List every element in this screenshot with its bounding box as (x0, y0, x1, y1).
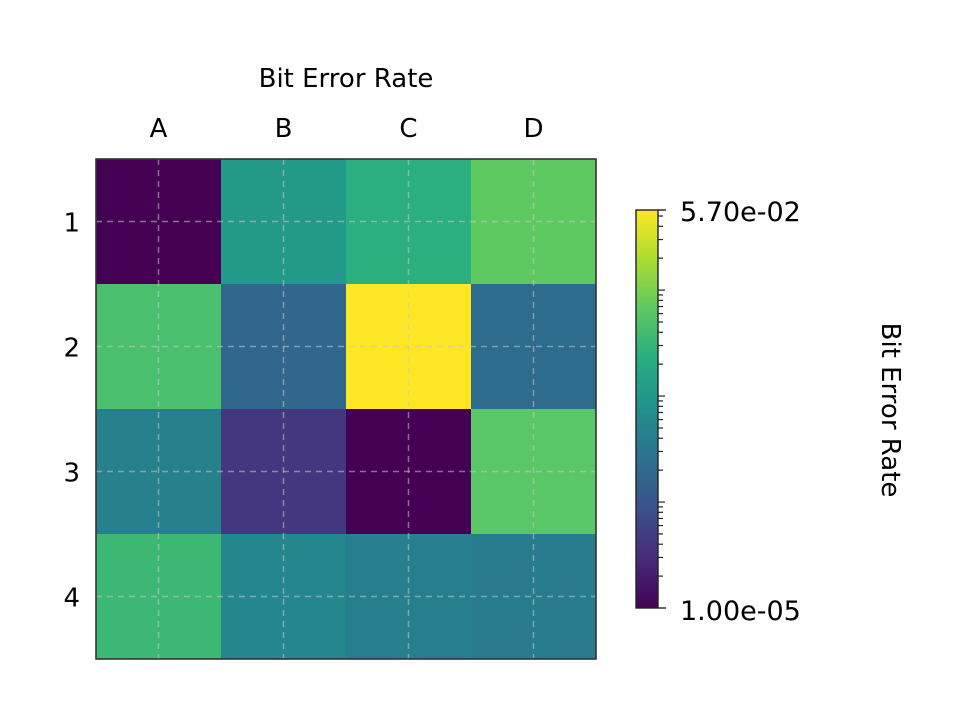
colorbar-gradient (635, 209, 659, 609)
y-axis-ticks: 1 2 3 4 (63, 209, 80, 614)
plot-frame (95, 158, 597, 660)
y-tick-label-1: 1 (63, 209, 80, 239)
x-tick-label-C: C (399, 114, 417, 144)
x-tick-label-D: D (523, 114, 543, 144)
heatmap-cell-1D (471, 159, 597, 285)
x-tick-label-B: B (275, 114, 293, 144)
x-axis-ticks: A B C D (150, 114, 544, 144)
y-tick-label-3: 3 (63, 459, 80, 489)
x-tick-label-A: A (150, 114, 168, 144)
heatmap-cell-4D (471, 534, 597, 660)
heatmap-cells (96, 159, 597, 660)
colorbar-max-label: 5.70e-02 (680, 197, 801, 228)
colorbar-ticks (658, 215, 665, 577)
colorbar-min-label: 1.00e-05 (680, 596, 801, 627)
heatmap-cell-4A (96, 534, 222, 660)
colorbar: 5.70e-02 1.00e-05 (635, 197, 801, 627)
heatmap-cell-1A (96, 159, 222, 285)
colorbar-title: Bit Error Rate (875, 323, 905, 498)
y-tick-label-4: 4 (63, 584, 80, 614)
y-tick-label-2: 2 (63, 334, 80, 364)
chart-title: Bit Error Rate (259, 64, 434, 94)
